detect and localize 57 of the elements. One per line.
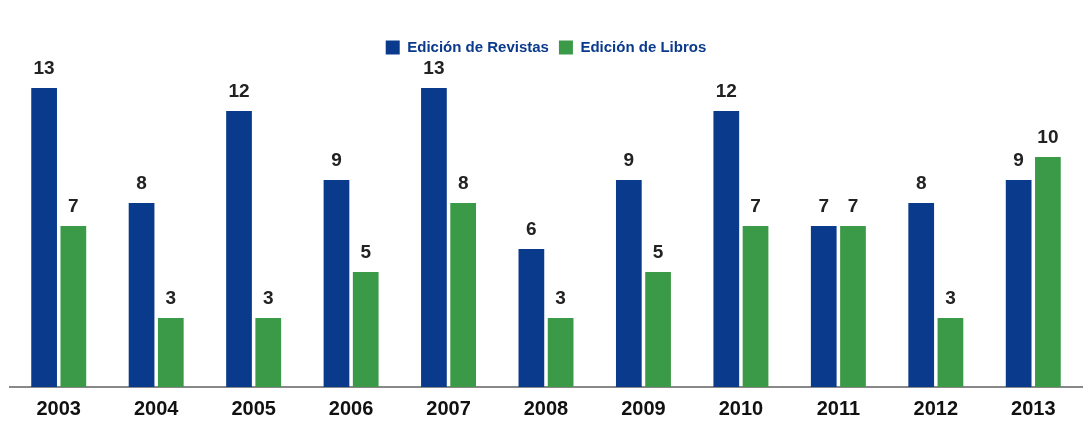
bar	[1035, 157, 1061, 387]
data-label: 3	[945, 286, 956, 308]
bar	[937, 318, 964, 387]
x-tick-label: 2011	[816, 396, 861, 419]
bar	[547, 318, 574, 387]
bar	[255, 318, 282, 387]
bar	[450, 203, 477, 387]
data-label: 8	[136, 171, 147, 193]
data-label: 13	[423, 56, 445, 78]
x-tick-label: 2013	[1011, 396, 1056, 419]
data-label: 6	[526, 217, 537, 239]
bar	[645, 272, 671, 387]
bar	[742, 226, 769, 387]
x-tick-label: 2009	[621, 396, 666, 419]
data-label: 12	[228, 79, 250, 101]
x-tick-label: 2004	[133, 396, 180, 419]
x-tick-label: 2005	[231, 396, 276, 419]
bar	[226, 111, 252, 387]
legend-label: Edición de Libros	[580, 37, 707, 55]
bar	[157, 318, 184, 387]
x-tick-label: 2010	[718, 396, 764, 419]
bar	[713, 111, 740, 387]
data-label: 8	[915, 171, 927, 193]
data-label: 9	[1013, 148, 1024, 170]
data-label: 7	[68, 194, 79, 216]
data-label: 7	[750, 194, 761, 216]
data-label: 7	[847, 194, 859, 216]
data-label: 9	[331, 148, 342, 170]
x-tick-label: 2008	[523, 396, 569, 419]
bar	[60, 226, 87, 387]
x-tick-label: 2003	[36, 396, 81, 419]
data-label: 5	[652, 240, 664, 262]
data-label: 13	[33, 56, 55, 78]
bar	[840, 226, 866, 387]
bar	[1005, 180, 1032, 387]
bar	[810, 226, 837, 387]
bar	[908, 203, 935, 387]
bar	[323, 180, 350, 387]
x-tick-label: 2012	[913, 396, 959, 419]
data-label: 3	[555, 286, 566, 308]
bar	[352, 272, 379, 387]
data-label: 3	[262, 286, 274, 308]
legend-label: Edición de Revistas	[407, 37, 549, 55]
data-label: 7	[818, 194, 830, 216]
data-label: 5	[360, 240, 372, 262]
data-label: 12	[715, 79, 737, 101]
data-label: 3	[165, 286, 177, 308]
data-label: 9	[623, 148, 635, 170]
x-tick-label: 2007	[426, 396, 471, 419]
data-label: 8	[457, 171, 469, 193]
bar	[615, 180, 642, 387]
bar	[518, 249, 545, 387]
bar	[128, 203, 155, 387]
bar	[31, 88, 57, 387]
data-label: 10	[1037, 125, 1059, 147]
x-tick-label: 2006	[328, 396, 374, 419]
bar	[421, 88, 447, 387]
